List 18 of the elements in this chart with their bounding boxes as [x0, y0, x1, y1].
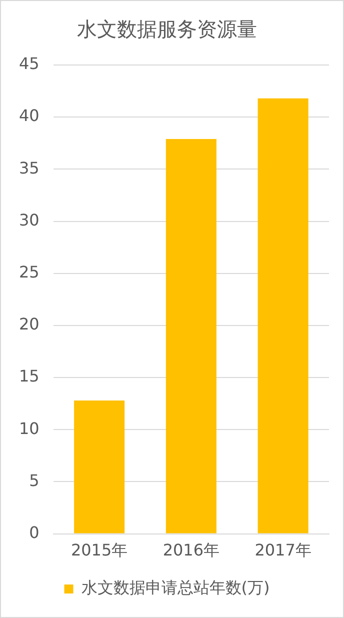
bar	[258, 98, 308, 534]
y-tick-label: 35	[19, 158, 40, 178]
y-tick-label: 30	[19, 210, 40, 230]
bar	[74, 400, 125, 534]
chart-title: 水文数据服务资源量	[77, 17, 257, 42]
x-tick-label: 2016年	[162, 540, 220, 560]
y-tick-label: 5	[29, 470, 40, 490]
x-tick-label: 2015年	[70, 540, 128, 560]
y-tick-label: 45	[19, 54, 40, 74]
y-tick-label: 40	[19, 106, 40, 126]
y-tick-label: 15	[19, 366, 40, 386]
bar	[166, 138, 216, 534]
y-tick-label: 25	[19, 262, 40, 282]
legend-label: 水文数据申请总站年数(万)	[81, 578, 270, 598]
y-tick-label: 20	[19, 314, 40, 334]
y-tick-label: 10	[19, 418, 40, 438]
y-tick-label: 0	[29, 522, 40, 542]
x-tick-label: 2017年	[254, 540, 312, 560]
